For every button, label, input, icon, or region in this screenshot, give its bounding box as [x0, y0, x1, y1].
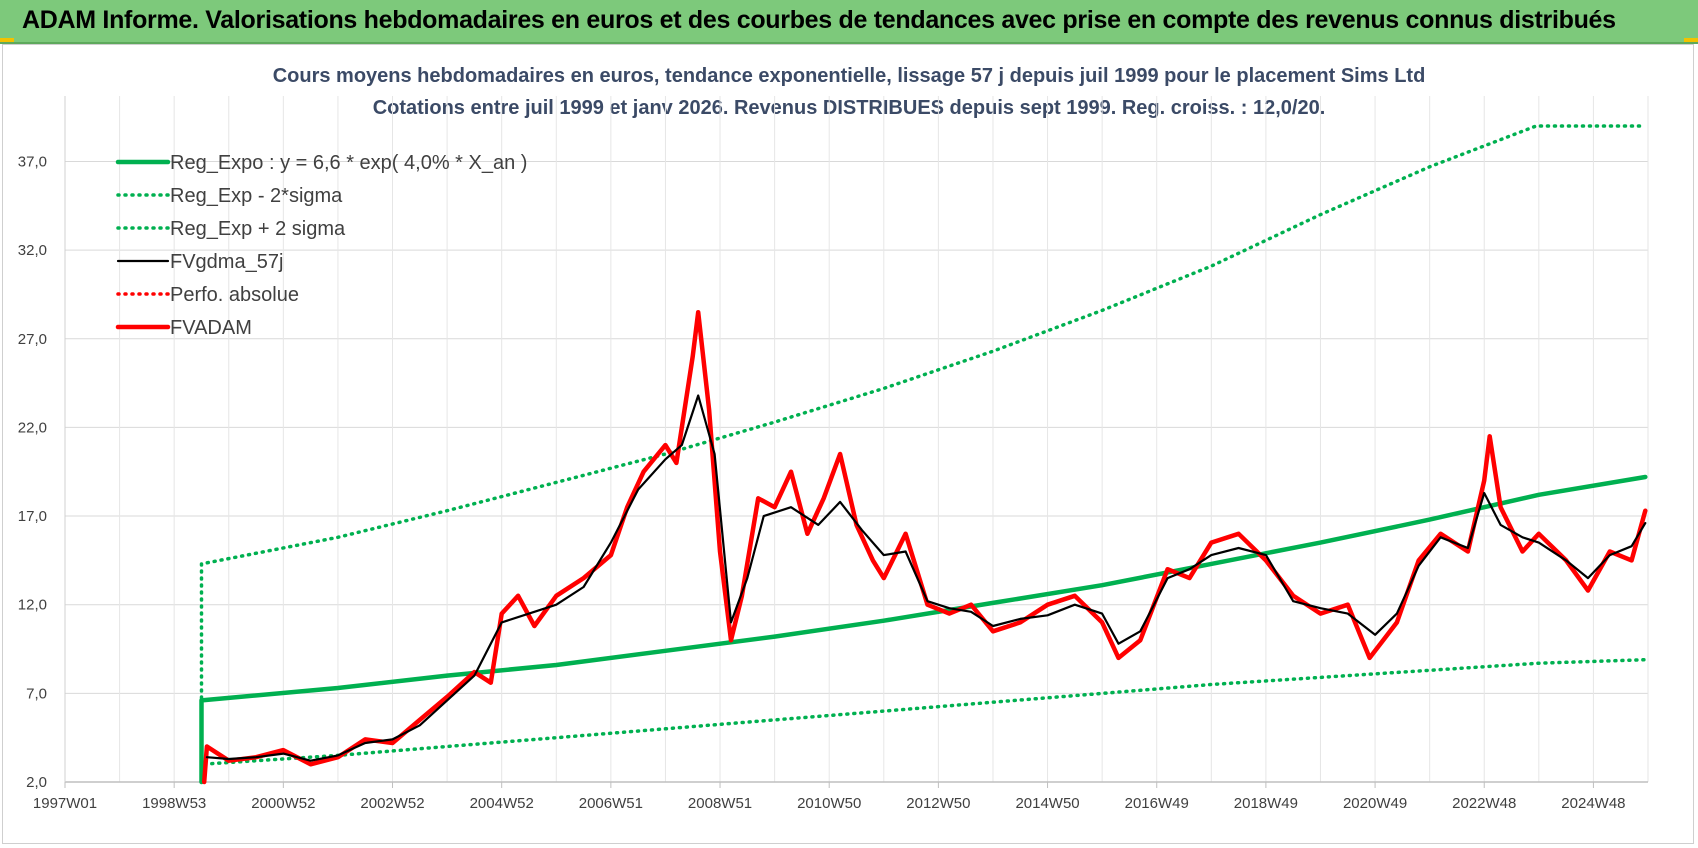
x-tick-label: 2014W50	[1015, 795, 1079, 812]
legend-label: Reg_Expo : y = 6,6 * exp( 4,0% * X_an )	[170, 152, 527, 174]
x-tick-label: 2016W49	[1125, 795, 1189, 812]
report-title: ADAM Informe. Valorisations hebdomadaire…	[22, 6, 1616, 34]
legend-label: FVADAM	[170, 317, 252, 339]
x-tick-label: 2000W52	[251, 795, 315, 812]
legend-label: Reg_Exp - 2*sigma	[170, 185, 343, 207]
y-tick-label: 12,0	[18, 597, 47, 614]
legend-label: Perfo. absolue	[170, 284, 299, 306]
legend-label: FVgdma_57j	[170, 251, 283, 273]
legend-label: Reg_Exp + 2 sigma	[170, 218, 346, 240]
series-line-5	[201, 309, 1648, 785]
y-tick-label: 2,0	[26, 774, 47, 791]
x-tick-label: 2024W48	[1561, 795, 1625, 812]
corner-mark-left	[0, 38, 14, 42]
series-line-1	[199, 657, 1648, 784]
legend: Reg_Expo : y = 6,6 * exp( 4,0% * X_an ) R…	[115, 152, 527, 339]
x-tick-label: 2020W49	[1343, 795, 1407, 812]
chart-subtitle: Cotations entre juil 1999 et janv 2026. …	[373, 97, 1326, 119]
chart-title: Cours moyens hebdomadaires en euros, ten…	[273, 65, 1426, 87]
series-line-3	[205, 394, 1647, 762]
gridlines	[64, 96, 1649, 783]
chart-frame	[2, 44, 1694, 844]
y-tick-label: 17,0	[18, 508, 47, 525]
x-tick-label: 2008W51	[688, 795, 752, 812]
y-tick-label: 37,0	[18, 153, 47, 170]
series-line-0	[199, 474, 1648, 785]
x-tick-label: 2002W52	[360, 795, 424, 812]
x-tick-label: 2004W52	[470, 795, 534, 812]
y-tick-label: 32,0	[18, 242, 47, 259]
series-line-2	[199, 124, 1648, 784]
x-tick-label: 2006W51	[579, 795, 643, 812]
x-tick-label: 2018W49	[1234, 795, 1298, 812]
x-tick-label: 1998W53	[142, 795, 206, 812]
x-tick-label: 2010W50	[797, 795, 861, 812]
y-tick-label: 7,0	[26, 685, 47, 702]
x-tick-label: 1997W01	[33, 795, 97, 812]
series-lines	[199, 124, 1648, 785]
chart: Cours moyens hebdomadaires en euros, ten…	[18, 65, 1649, 812]
x-tick-label: 2022W48	[1452, 795, 1516, 812]
header-bar: ADAM Informe. Valorisations hebdomadaire…	[0, 0, 1698, 44]
x-tick-label: 2012W50	[906, 795, 970, 812]
y-tick-label: 27,0	[18, 331, 47, 348]
corner-mark-right	[1684, 38, 1698, 42]
axes: 2,0 7,0 12,0 17,0 22,0 27,0 32,0 37,0 1997W01 199…	[18, 96, 1648, 812]
y-tick-label: 22,0	[18, 419, 47, 436]
